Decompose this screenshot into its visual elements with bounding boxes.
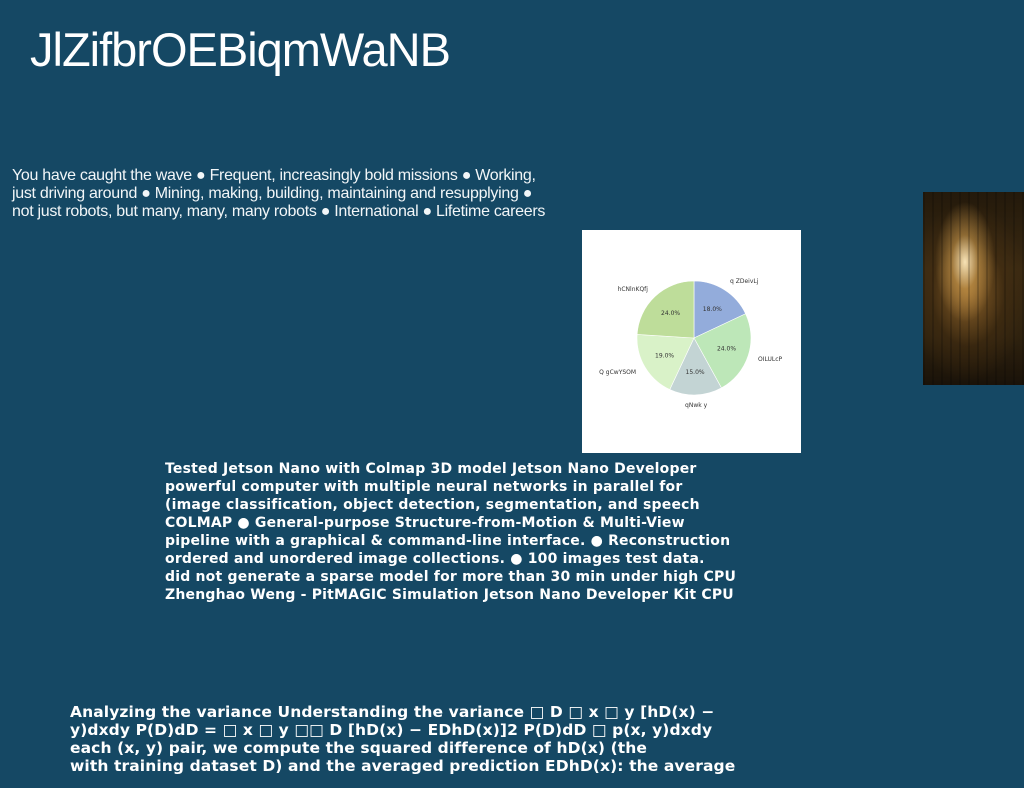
pie-chart: 18.0% q ZDeivLj 24.0% OILULcP 15.0% qNwk y 19.… [599, 278, 783, 409]
body-line: Zhenghao Weng - PitMAGIC Simulation Jets… [165, 587, 734, 603]
pie-value-label: 19.0% [655, 352, 674, 359]
body-line: did not generate a sparse model for more… [165, 569, 737, 585]
intro-line: just driving around ● Mining, making, bu… [12, 185, 533, 202]
body-line: powerful computer with multiple neural n… [165, 479, 683, 495]
jetson-colmap-paragraph: Tested Jetson Nano with Colmap 3D model … [165, 460, 755, 604]
body-line: pipeline with a graphical & command-line… [165, 533, 731, 549]
photo-image [923, 192, 1024, 385]
footer-line: y)dxdy P(D)dD = □ x □ y □□ D [hD(x) − ED… [70, 721, 713, 739]
body-line: COLMAP ● General-purpose Structure-from-… [165, 515, 685, 531]
pie-slice-0 [693, 280, 746, 339]
pie-value-label: 24.0% [661, 310, 680, 317]
intro-line: not just robots, but many, many, many ro… [12, 203, 546, 220]
pie-category-label: OILULcP [758, 356, 783, 363]
pie-category-label: hCNlnKQfj [618, 286, 649, 293]
pie-value-label: 24.0% [717, 346, 736, 353]
pie-category-label: q ZDeivLj [730, 278, 759, 285]
intro-paragraph: You have caught the wave ● Frequent, inc… [12, 167, 582, 221]
pie-category-label: Q gCwYSOM [599, 369, 636, 376]
body-line: (image classification, object detection,… [165, 497, 700, 513]
variance-paragraph: Analyzing the variance Understanding the… [70, 703, 760, 775]
footer-line: each (x, y) pair, we compute the squared… [70, 739, 648, 757]
page-title: JlZifbrOEBiqmWaNB [30, 23, 451, 76]
pie-chart-card: 18.0% q ZDeivLj 24.0% OILULcP 15.0% qNwk y 19.… [582, 230, 801, 453]
pie-slice-3 [636, 334, 695, 390]
footer-line: Analyzing the variance Understanding the… [70, 703, 715, 721]
body-line: ordered and unordered image collections.… [165, 551, 705, 567]
pie-value-label: 18.0% [703, 306, 722, 313]
pie-value-label: 15.0% [686, 369, 705, 376]
pie-slice-4 [636, 280, 695, 339]
intro-line: You have caught the wave ● Frequent, inc… [12, 167, 536, 184]
pie-category-label: qNwk y [685, 402, 708, 409]
pie-slice-1 [693, 313, 752, 389]
body-line: Tested Jetson Nano with Colmap 3D model … [165, 461, 697, 477]
footer-line: with training dataset D) and the average… [70, 757, 736, 775]
pie-slice-2 [669, 337, 722, 396]
